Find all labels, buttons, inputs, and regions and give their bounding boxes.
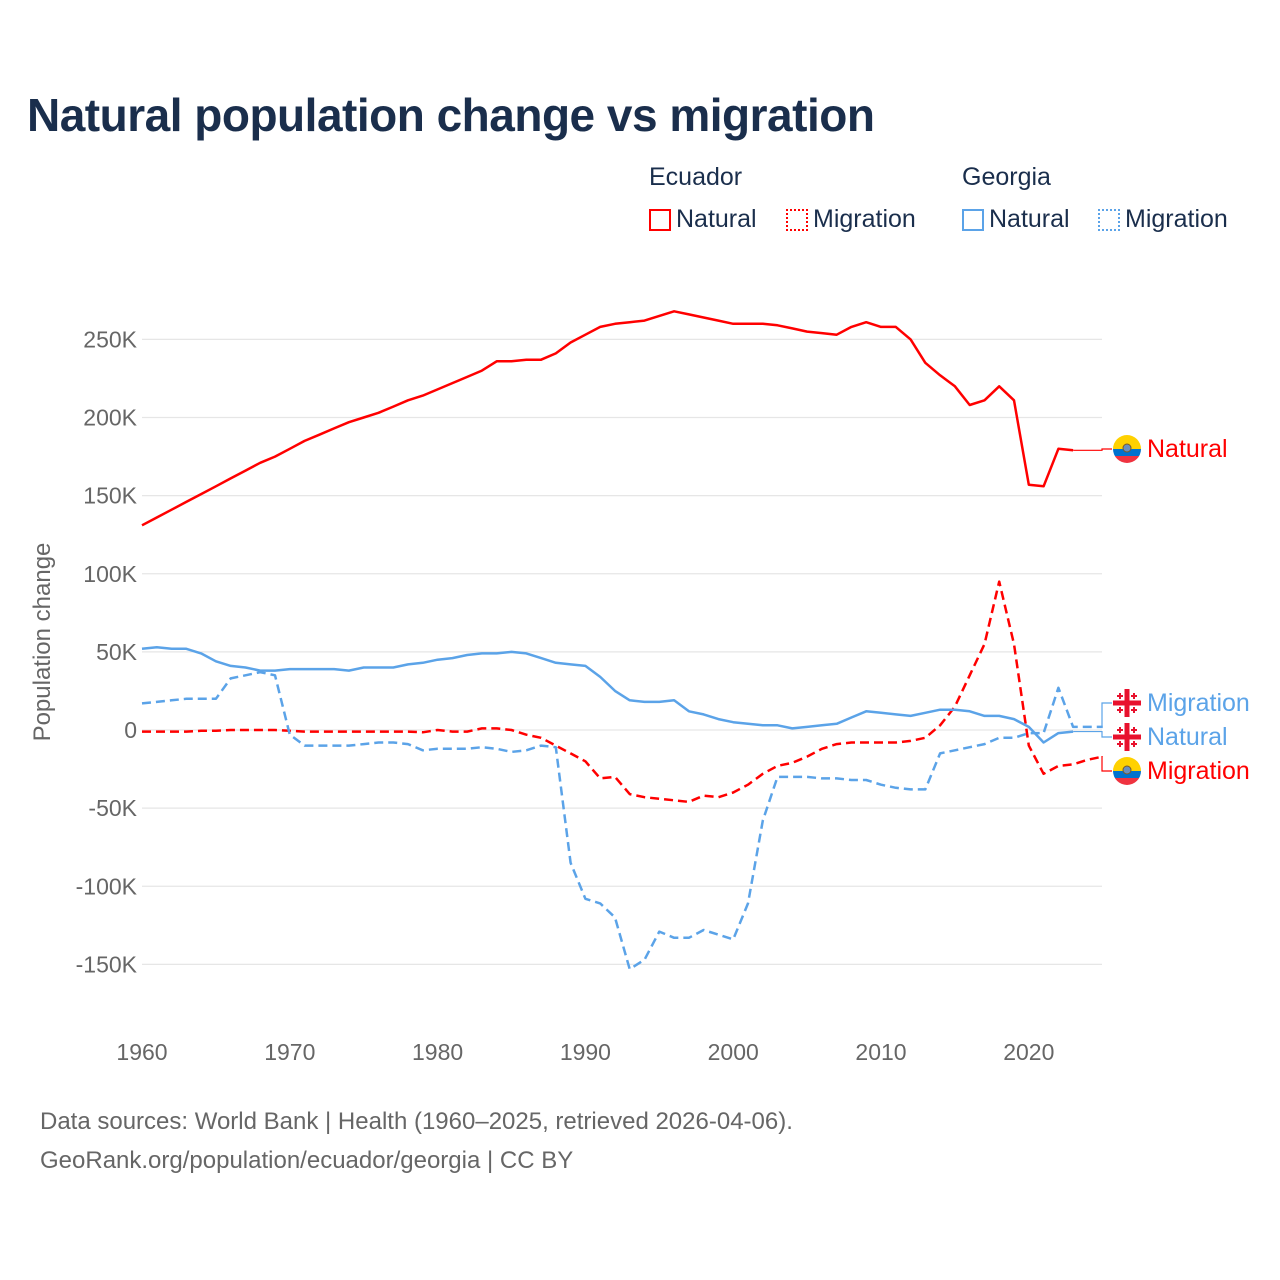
legend-group-ecuador: Ecuador: [649, 163, 743, 191]
end-label: Natural: [1147, 723, 1228, 751]
georgia-flag-icon: [1113, 723, 1141, 751]
x-tick-label: 2000: [708, 1039, 759, 1065]
flag-body: [1113, 435, 1141, 463]
dotted-swatch-icon: [786, 208, 808, 231]
flag-body: [1113, 757, 1141, 785]
label-connector: [1101, 755, 1112, 772]
end-label: Migration: [1147, 757, 1250, 785]
legend-label: Migration: [1125, 205, 1228, 233]
y-tick-label: 0: [124, 717, 137, 743]
flag-small-cross: [1131, 709, 1137, 711]
flag-emblem: [1122, 443, 1132, 453]
series-line-georgia-migration: [141, 670, 1103, 971]
y-tick-label: 100K: [83, 561, 137, 587]
y-tick-label: 50K: [96, 639, 138, 665]
y-tick-label: 250K: [83, 326, 137, 352]
y-tick-label: -100K: [76, 873, 138, 899]
chart-title: Natural population change vs migration: [27, 89, 875, 141]
legend-ecuador-natural[interactable]: Natural: [649, 205, 757, 234]
legend-georgia-natural[interactable]: Natural: [962, 205, 1070, 234]
label-connector: [1073, 730, 1112, 738]
flag-yellow: [1113, 757, 1141, 771]
flag-emblem: [1122, 765, 1132, 775]
x-tick-label: 1980: [412, 1039, 463, 1065]
legend-label: Migration: [813, 205, 916, 233]
x-tick-label: 1990: [560, 1039, 611, 1065]
flag-small-cross: [1117, 729, 1123, 731]
flag-cross-h: [1113, 700, 1141, 706]
y-axis-label: Population change: [29, 543, 56, 742]
flag-small-cross: [1117, 695, 1123, 697]
ecuador-flag-icon: [1113, 757, 1141, 785]
legend-georgia-migration[interactable]: Migration: [1098, 205, 1228, 234]
label-connector: [1101, 702, 1112, 728]
flag-red: [1113, 456, 1141, 463]
x-tick-label: 2020: [1003, 1039, 1054, 1065]
x-tick-label: 1960: [116, 1039, 167, 1065]
legend-group-georgia: Georgia: [962, 163, 1051, 191]
end-label: Migration: [1147, 689, 1250, 717]
x-tick-label: 1970: [264, 1039, 315, 1065]
series-line-georgia-natural: [141, 645, 1074, 744]
solid-swatch-icon: [962, 208, 984, 231]
flag-small-cross: [1117, 743, 1123, 745]
flag-red: [1113, 778, 1141, 785]
end-label: Natural: [1147, 435, 1228, 463]
flag-small-cross: [1117, 709, 1123, 711]
footer-link[interactable]: GeoRank.org/population/ecuador/georgia |…: [40, 1147, 574, 1174]
y-tick-label: 150K: [83, 483, 137, 509]
flag-small-cross: [1131, 743, 1137, 745]
series-line-ecuador-natural: [141, 310, 1074, 527]
x-tick-label: 2010: [855, 1039, 906, 1065]
georgia-flag-icon: [1113, 689, 1141, 717]
label-connector: [1073, 448, 1112, 451]
legend-label: Natural: [676, 205, 757, 233]
y-tick-label: -50K: [88, 795, 137, 821]
y-tick-label: -150K: [76, 951, 138, 977]
flag-yellow: [1113, 435, 1141, 449]
legend-ecuador-migration[interactable]: Migration: [786, 205, 916, 234]
flag-small-cross: [1131, 695, 1137, 697]
dotted-swatch-icon: [1098, 208, 1120, 231]
solid-swatch-icon: [649, 208, 671, 231]
flag-cross-h: [1113, 734, 1141, 740]
legend-label: Natural: [989, 205, 1070, 233]
footer-sources: Data sources: World Bank | Health (1960–…: [40, 1108, 793, 1135]
y-tick-label: 200K: [83, 405, 137, 431]
flag-small-cross: [1131, 729, 1137, 731]
series-line-ecuador-migration: [142, 580, 1103, 804]
ecuador-flag-icon: [1113, 435, 1141, 463]
